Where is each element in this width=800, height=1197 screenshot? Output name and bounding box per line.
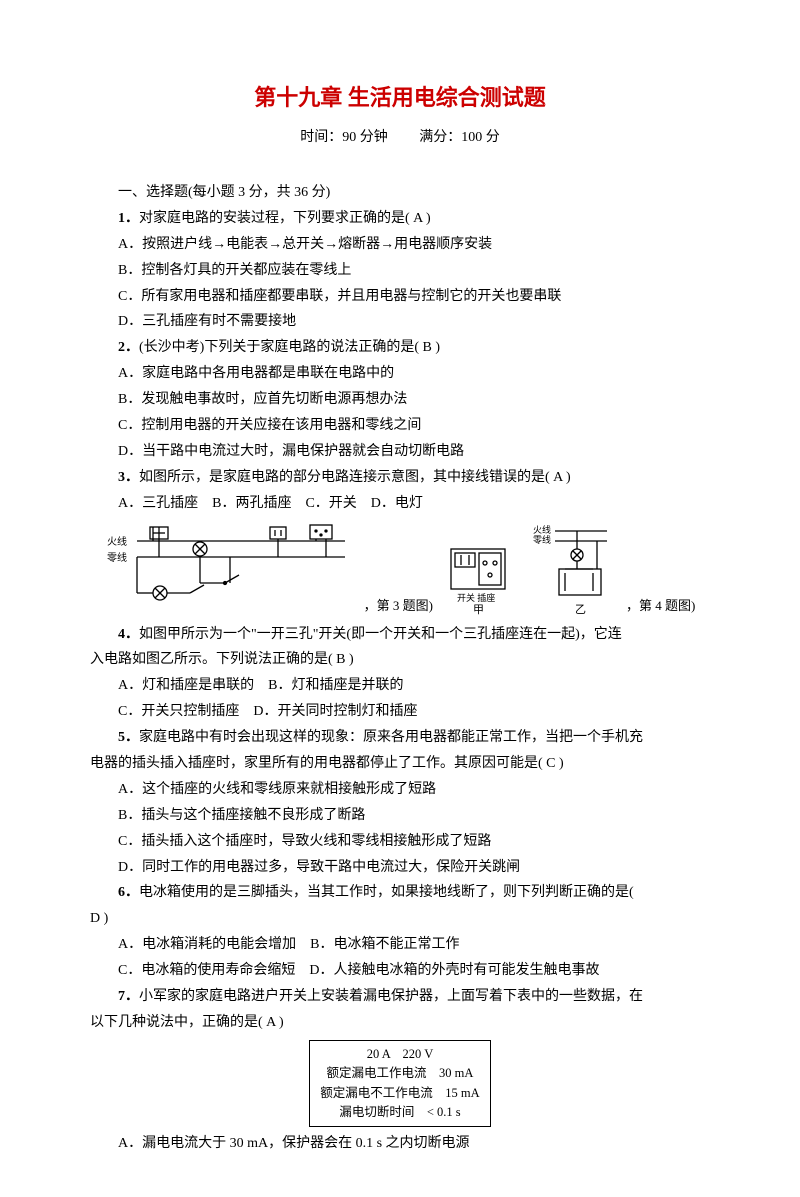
q7-box-line4: 漏电切断时间 < 0.1 s (320, 1103, 479, 1122)
q6-stem-b: D ) (90, 906, 710, 932)
q6-stem-a: 6．电冰箱使用的是三脚插头，当其工作时，如果接地线断了，则下列判断正确的是(6．… (90, 880, 710, 906)
q3-opts: A．三孔插座 B．两孔插座 C．开关 D．电灯 (90, 491, 710, 517)
body: 一、选择题(每小题 3 分，共 36 分) 1．1．对家庭电路的安装过程，下列要… (90, 180, 710, 1157)
page-container: 第十九章 生活用电综合测试题 时间：90 分钟 满分：100 分 一、选择题(每… (0, 0, 800, 1197)
svg-text:甲: 甲 (473, 604, 484, 616)
svg-text:火线: 火线 (533, 524, 551, 535)
q3-stem: 3．如图所示，是家庭电路的部分电路连接示意图，其中接线错误的是( A )3．如图… (90, 465, 710, 491)
q6-opts-cd: C．电冰箱的使用寿命会缩短 D．人接触电冰箱的外壳时有可能发生触电事故 (90, 958, 710, 984)
q7-box-line2: 额定漏电工作电流 30 mA (320, 1064, 479, 1083)
q1-opt-b: B．控制各灯具的开关都应装在零线上 (90, 258, 710, 284)
q2-opt-c: C．控制用电器的开关应接在该用电器和零线之间 (90, 413, 710, 439)
q2-opt-b: B．发现触电事故时，应首先切断电源再想办法 (90, 387, 710, 413)
q4-opts-cd: C．开关只控制插座 D．开关同时控制灯和插座 (90, 699, 710, 725)
figure-q3: 火线 零线 (105, 523, 350, 618)
q1-stem: 1．1．对家庭电路的安装过程，下列要求正确的是( A )对家庭电路的安装过程，下… (90, 206, 710, 232)
doc-meta: 时间：90 分钟 满分：100 分 (90, 126, 710, 146)
circuit-diagram-q4-icon: 火线 零线 开关 插座 甲 (447, 523, 612, 618)
svg-text:开关 插座: 开关 插座 (457, 592, 495, 603)
q5-opt-d: D．同时工作的用电器过多，导致干路中电流过大，保险开关跳闸 (90, 855, 710, 881)
q4-stem-b: 入电路如图乙所示。下列说法正确的是( B ) (90, 647, 710, 673)
q7-data-box: 20 A 220 V 额定漏电工作电流 30 mA 额定漏电不工作电流 15 m… (309, 1040, 490, 1128)
q2-opt-a: A．家庭电路中各用电器都是串联在电路中的 (90, 361, 710, 387)
q4-stem-a: 4．如图甲所示为一个"一开三孔"开关(即一个开关和一个三孔插座连在一起)，它连4… (90, 622, 710, 648)
q4-caption: ，第 4 题图) (626, 594, 695, 618)
q7-box-line3: 额定漏电不工作电流 15 mA (320, 1084, 479, 1103)
q1-opt-a: A．按照进户线→电能表→总开关→熔断器→用电器顺序安装 (90, 232, 710, 258)
q5-opt-c: C．插头插入这个插座时，导致火线和零线相接触形成了短路 (90, 829, 710, 855)
q2-stem: 2．(长沙中考)下列关于家庭电路的说法正确的是( B )2．(长沙中考)下列关于… (90, 335, 710, 361)
q5-stem-a: 5．家庭电路中有时会出现这样的现象：原来各用电器都能正常工作，当把一个手机充5．… (90, 725, 710, 751)
section-1-header: 一、选择题(每小题 3 分，共 36 分) (90, 180, 710, 206)
figure-q4: 火线 零线 开关 插座 甲 (447, 523, 612, 618)
q7-opt-a: A．漏电电流大于 30 mA，保护器会在 0.1 s 之内切断电源 (90, 1131, 710, 1157)
q5-opt-a: A．这个插座的火线和零线原来就相接触形成了短路 (90, 777, 710, 803)
q7-data-box-wrap: 20 A 220 V 额定漏电工作电流 30 mA 额定漏电不工作电流 15 m… (90, 1036, 710, 1132)
q5-stem-b: 电器的插头插入插座时，家里所有的用电器都停止了工作。其原因可能是( C ) (90, 751, 710, 777)
q6-opts-ab: A．电冰箱消耗的电能会增加 B．电冰箱不能正常工作 (90, 932, 710, 958)
figure-row-q3-q4: 火线 零线 (90, 523, 710, 618)
svg-text:零线: 零线 (107, 551, 127, 564)
q7-stem-b: 以下几种说法中，正确的是( A ) (90, 1010, 710, 1036)
q5-opt-b: B．插头与这个插座接触不良形成了断路 (90, 803, 710, 829)
svg-text:零线: 零线 (533, 534, 551, 545)
q1-opt-d: D．三孔插座有时不需要接地 (90, 309, 710, 335)
q7-box-line1: 20 A 220 V (320, 1045, 479, 1064)
doc-title: 第十九章 生活用电综合测试题 (90, 80, 710, 112)
q7-stem-a: 7．小军家的家庭电路进户开关上安装着漏电保护器，上面写着下表中的一些数据，在7．… (90, 984, 710, 1010)
score-label: 满分：100 分 (419, 126, 500, 146)
q2-opt-d: D．当干路中电流过大时，漏电保护器就会自动切断电路 (90, 439, 710, 465)
q1-opt-c: C．所有家用电器和插座都要串联，并且用电器与控制它的开关也要串联 (90, 284, 710, 310)
svg-text:乙: 乙 (575, 603, 586, 616)
time-label: 时间：90 分钟 (300, 126, 388, 146)
circuit-diagram-q3-icon: 火线 零线 (105, 523, 350, 618)
q3-caption: ，第 3 题图) (364, 594, 433, 618)
svg-text:火线: 火线 (107, 535, 127, 548)
q4-opts-ab: A．灯和插座是串联的 B．灯和插座是并联的 (90, 673, 710, 699)
